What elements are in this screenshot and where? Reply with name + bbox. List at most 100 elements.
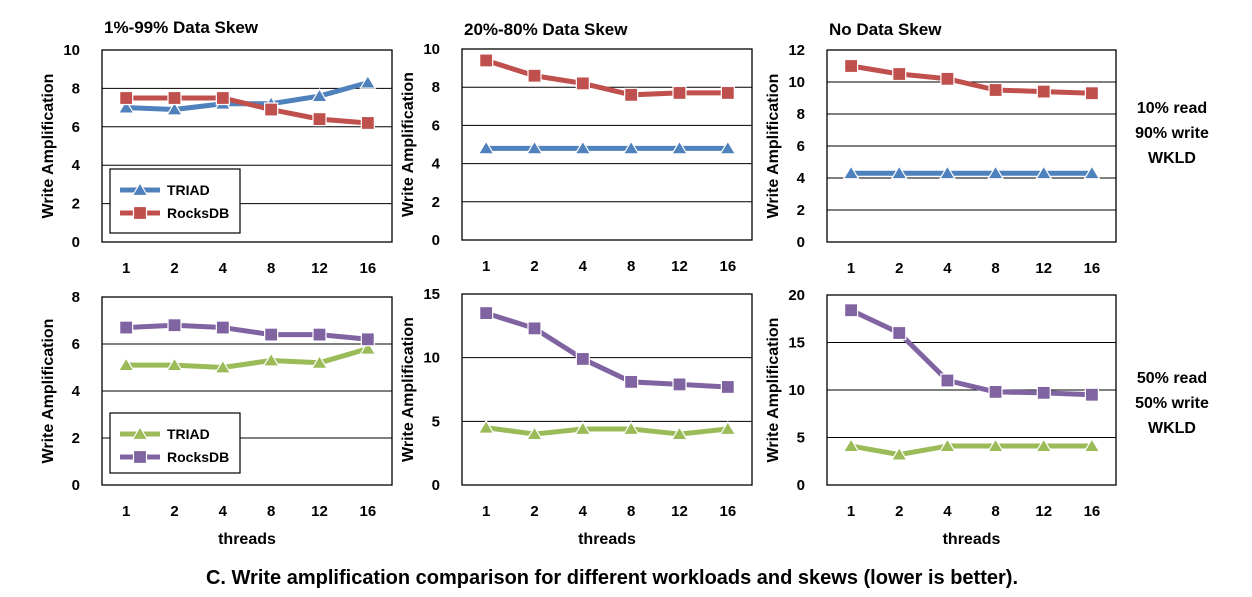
- plot-area: [826, 294, 1117, 486]
- y-axis-label: Write Amplification: [765, 318, 782, 463]
- data-point: [527, 68, 542, 83]
- data-point: [940, 71, 955, 86]
- data-point: [892, 325, 907, 341]
- data-point: [525, 140, 544, 155]
- data-point: [262, 352, 280, 367]
- data-point: [477, 419, 495, 434]
- data-point: [624, 87, 639, 102]
- series-rocksdb: [119, 90, 375, 131]
- legend-label: TRIAD: [167, 182, 210, 198]
- x-axis-label: threads: [943, 531, 1001, 548]
- data-point: [167, 90, 182, 106]
- plot-area: [101, 296, 393, 486]
- y-tick-label: 8: [797, 106, 805, 123]
- x-tick-label: 1: [847, 503, 855, 520]
- y-tick-label: 5: [797, 430, 805, 447]
- data-point: [119, 320, 134, 335]
- x-tick-label: 12: [311, 260, 328, 277]
- y-axis-label: Write Amplification: [765, 74, 782, 219]
- legend-marker: [132, 205, 148, 221]
- y-tick-label: 5: [432, 413, 440, 430]
- x-tick-label: 4: [943, 503, 952, 520]
- data-point: [479, 306, 494, 321]
- data-point: [264, 327, 279, 342]
- x-axis-label: threads: [218, 531, 276, 548]
- y-tick-label: 8: [72, 289, 80, 306]
- x-tick-label: 16: [359, 503, 376, 520]
- x-tick-label: 2: [530, 258, 538, 275]
- y-tick-label: 2: [72, 430, 80, 447]
- y-tick-label: 12: [788, 42, 805, 59]
- chart-title: 1%-99% Data Skew: [104, 18, 259, 37]
- y-tick-label: 10: [63, 42, 80, 59]
- data-point: [987, 165, 1005, 180]
- y-tick-label: 2: [797, 202, 805, 219]
- x-tick-label: 1: [847, 260, 855, 277]
- data-point: [672, 377, 687, 392]
- data-point: [119, 90, 134, 106]
- y-axis-label: Write Amplification: [400, 317, 417, 462]
- y-tick-label: 6: [72, 119, 80, 136]
- row-label-top-line3: WKLD: [1148, 150, 1196, 167]
- y-tick-label: 4: [432, 156, 441, 173]
- data-point: [575, 76, 590, 91]
- series-rocksdb: [843, 58, 1100, 101]
- data-point: [622, 140, 640, 155]
- x-tick-label: 4: [579, 258, 588, 275]
- data-point: [117, 99, 135, 114]
- x-tick-label: 8: [991, 260, 999, 277]
- series-triad: [477, 419, 737, 441]
- series-rocksdb: [479, 306, 735, 395]
- y-tick-label: 8: [72, 80, 80, 97]
- y-tick-label: 0: [432, 477, 440, 494]
- data-point: [527, 321, 542, 336]
- x-tick-label: 12: [1035, 503, 1052, 520]
- x-tick-label: 16: [1084, 260, 1101, 277]
- x-axis-label: threads: [578, 531, 636, 548]
- plot-area: [101, 49, 393, 243]
- data-point: [215, 90, 230, 106]
- legend: TRIAD RocksDB: [109, 168, 241, 234]
- data-point: [938, 437, 956, 453]
- x-tick-label: 2: [170, 260, 178, 277]
- data-point: [360, 332, 375, 347]
- x-tick-label: 16: [719, 503, 736, 520]
- row-label-top-line2: 90% write: [1135, 125, 1209, 142]
- x-tick-label: 8: [627, 503, 635, 520]
- series-triad: [117, 74, 377, 116]
- x-tick-label: 1: [482, 503, 490, 520]
- data-point: [1083, 437, 1101, 453]
- legend-marker: [131, 425, 149, 441]
- plot-area: [461, 293, 753, 486]
- chart-title: 20%-80% Data Skew: [464, 20, 628, 39]
- data-point: [842, 437, 860, 453]
- x-tick-label: 1: [122, 503, 130, 520]
- y-axis-label: Write Amplification: [40, 74, 57, 219]
- y-tick-label: 2: [72, 196, 80, 213]
- y-tick-label: 2: [432, 194, 440, 211]
- x-tick-label: 12: [671, 258, 688, 275]
- data-point: [312, 327, 327, 342]
- data-point: [719, 420, 737, 436]
- y-tick-label: 6: [432, 117, 440, 134]
- series-line: [126, 95, 369, 126]
- data-point: [987, 437, 1005, 453]
- data-point: [842, 165, 860, 180]
- legend-entry-triad: TRIAD: [120, 181, 210, 198]
- figure-caption: C. Write amplification comparison for di…: [206, 567, 1018, 589]
- data-point: [890, 446, 908, 461]
- y-tick-label: 0: [72, 477, 80, 494]
- data-point: [988, 384, 1003, 399]
- y-tick-label: 0: [432, 232, 440, 249]
- y-tick-label: 10: [423, 350, 440, 367]
- series-line: [850, 63, 1092, 96]
- data-point: [670, 425, 689, 441]
- x-tick-label: 12: [1035, 260, 1052, 277]
- data-point: [360, 115, 375, 131]
- data-point: [165, 101, 184, 116]
